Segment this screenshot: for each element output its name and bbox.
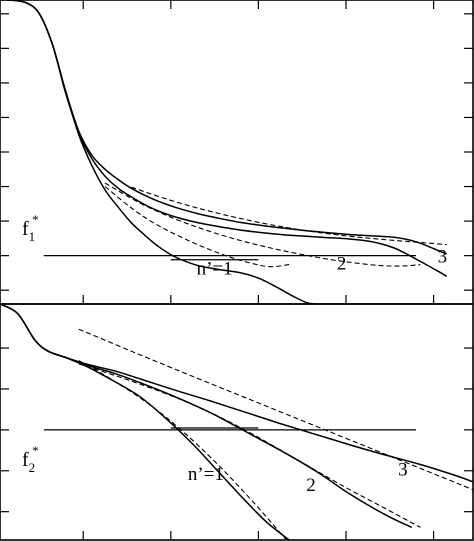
solution-curve-3 [0, 304, 473, 483]
panel-top-ticks [0, 0, 473, 304]
approximation-curve-6 [78, 328, 473, 491]
panel-bottom-labels: n’=1 2 3 [188, 459, 408, 496]
panel-bottom-curves [0, 304, 473, 540]
panel-top-curves [0, 0, 448, 304]
panel-bottom-ticks [0, 347, 473, 540]
approximation-curve-5 [78, 363, 421, 528]
approximation-curve-4 [78, 360, 288, 540]
curve-label: 3 [398, 459, 408, 480]
solution-curve-3 [0, 0, 447, 255]
panel-top-threshold-label: f1* [22, 212, 39, 244]
panel-bottom-threshold-label: f2* [22, 443, 39, 475]
solution-curve-1 [0, 304, 290, 540]
curve-label: n’=1 [197, 259, 233, 280]
approximation-curve-5 [104, 182, 421, 267]
curve-label: n’=1 [188, 464, 224, 485]
curve-label: 2 [306, 475, 316, 496]
panel-top-labels: n’=1 2 3 [197, 247, 448, 280]
solution-curve-2 [0, 304, 413, 529]
panel-bottom-reference-lines [43, 427, 417, 431]
curve-label: 3 [438, 247, 448, 268]
panel-top-reference-lines [43, 254, 417, 261]
solution-curve-2 [0, 0, 448, 278]
approximation-curve-4 [104, 186, 290, 268]
approximation-curve-6 [131, 186, 447, 246]
panel-top: n’=1 2 3 f1* [0, 0, 474, 305]
panel-bottom-frame [0, 303, 474, 541]
panel-bottom: n’=1 2 3 f2* [0, 303, 474, 541]
curve-label: 2 [337, 253, 347, 274]
panel-top-frame [0, 0, 474, 305]
